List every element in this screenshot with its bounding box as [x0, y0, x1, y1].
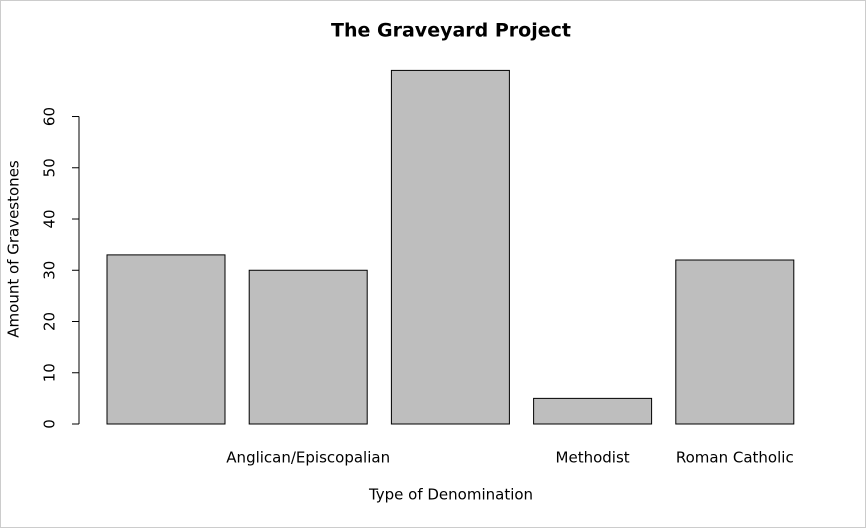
chart-title: The Graveyard Project — [331, 20, 571, 42]
x-axis-label: Type of Denomination — [368, 486, 533, 504]
bar — [390, 69, 510, 425]
y-tick-label: 0 — [41, 419, 59, 429]
x-tick-label: Methodist — [556, 449, 630, 467]
y-tick-label: 30 — [41, 261, 59, 280]
x-tick-label: Roman Catholic — [676, 449, 794, 467]
bar — [106, 254, 226, 425]
y-axis-label: Amount of Gravestones — [5, 160, 23, 338]
y-tick-label: 10 — [41, 363, 59, 382]
y-tick-label: 40 — [41, 209, 59, 228]
bar — [675, 259, 795, 425]
y-tick-label: 50 — [41, 158, 59, 177]
bar — [533, 397, 653, 425]
bar — [248, 269, 368, 425]
y-tick-label: 20 — [41, 312, 59, 331]
x-tick-label: Anglican/Episcopalian — [226, 449, 390, 467]
y-tick-label: 60 — [41, 107, 59, 126]
